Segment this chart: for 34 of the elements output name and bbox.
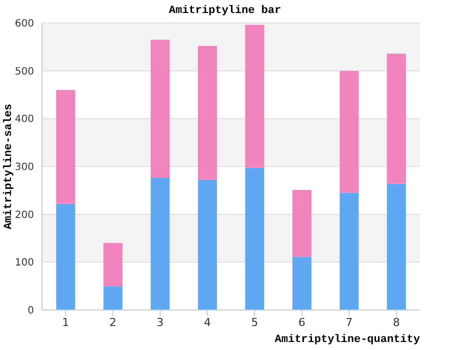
x-tick-label: 7 [346, 316, 353, 329]
bar [340, 192, 359, 310]
x-tick-label: 6 [298, 316, 306, 329]
x-axis-title: Amitriptyline-quantity [274, 334, 420, 346]
bar [292, 256, 312, 310]
x-tick-label: 5 [251, 316, 258, 329]
bar [292, 190, 312, 257]
bar [56, 204, 76, 310]
y-tick-label: 400 [14, 114, 34, 126]
bar [103, 286, 122, 310]
bar [245, 24, 264, 168]
y-tick-label: 500 [14, 66, 34, 78]
x-tick-label: 3 [156, 316, 164, 329]
y-tick-label: 200 [14, 210, 34, 221]
y-tick-label: 100 [14, 258, 34, 269]
y-tick-label: 600 [14, 18, 34, 30]
y-axis-title: Amitriptyline-sales [2, 104, 15, 230]
x-tick-label: 8 [392, 316, 400, 329]
x-tick-label: 1 [62, 316, 70, 329]
bar [150, 178, 170, 310]
bar [150, 40, 170, 178]
bar [386, 184, 406, 310]
bar [103, 243, 122, 286]
bar [198, 46, 217, 180]
chart-title: Amitriptyline bar [168, 5, 282, 17]
bar [245, 168, 264, 310]
bar [56, 90, 76, 204]
y-tick-label: 300 [14, 162, 34, 174]
x-tick-label: 4 [204, 316, 211, 329]
bar [340, 70, 359, 193]
x-tick-label: 2 [109, 316, 116, 329]
bar [198, 180, 217, 310]
y-tick-label: 0 [28, 306, 34, 317]
bar [386, 54, 406, 184]
